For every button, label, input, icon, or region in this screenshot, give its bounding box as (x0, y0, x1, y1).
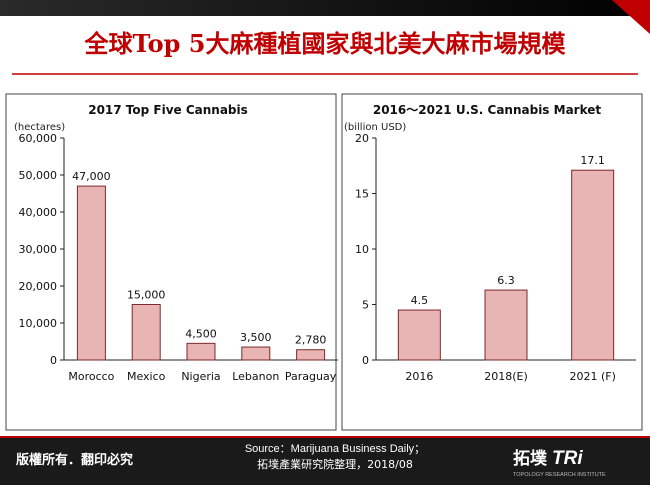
y-tick-label: 0 (50, 354, 57, 367)
footer-bar (0, 436, 650, 485)
bar-value-label: 4.5 (411, 294, 429, 307)
x-tick-label: 2021 (F) (569, 370, 615, 383)
bar (571, 169, 615, 361)
x-tick-label: Lebanon (232, 370, 279, 383)
y-tick-label: 30,000 (19, 243, 58, 256)
source-line-2: 拓墣產業研究院整理，2018/08 (257, 457, 413, 471)
x-tick-label: Paraguay (285, 370, 337, 383)
chart-title: 2016～2021 U.S. Cannabis Market (373, 103, 602, 117)
tri-logo: 拓墣 TRi TOPOLOGY RESEARCH INSTITUTE (513, 448, 606, 478)
y-tick-label: 20,000 (19, 280, 58, 293)
corner-accent (612, 0, 650, 34)
chart-title: 2017 Top Five Cannabis (88, 103, 248, 117)
y-tick-label: 10 (355, 243, 369, 256)
bar (131, 304, 161, 361)
y-tick-label: 15 (355, 188, 369, 201)
bar (76, 185, 106, 361)
y-tick-label: 20 (355, 132, 369, 145)
y-tick-label: 50,000 (19, 169, 58, 182)
copyright-text: 版權所有．翻印必究 (16, 452, 133, 468)
chart-panel-border (5, 93, 337, 431)
y-axis-unit-label: (hectares) (14, 122, 65, 133)
bar-value-label: 2,780 (295, 334, 327, 347)
logo-chinese: 拓墣 (513, 449, 547, 469)
y-axis-unit-label: (billion USD) (344, 122, 406, 133)
bar-value-label: 17.1 (580, 154, 605, 167)
top-bar (0, 0, 650, 16)
bar (186, 342, 216, 361)
bar-value-label: 4,500 (185, 327, 217, 340)
bar-value-label: 3,500 (240, 331, 272, 344)
bar (484, 289, 528, 361)
x-tick-label: Morocco (68, 370, 114, 383)
bar-value-label: 47,000 (72, 170, 111, 183)
bar-value-label: 6.3 (497, 274, 515, 287)
source-line-1: Source：Marijuana Business Daily； (245, 443, 425, 455)
x-tick-label: Mexico (127, 370, 166, 383)
chart-us-cannabis-market: 2016～2021 U.S. Cannabis Market (billion U… (341, 93, 643, 431)
x-tick-label: Nigeria (181, 370, 220, 383)
bar (241, 346, 271, 361)
x-tick-label: 2018(E) (484, 370, 528, 383)
bar (397, 309, 441, 361)
logo-tri: TRi (552, 448, 583, 469)
bar-value-label: 15,000 (127, 289, 166, 302)
y-tick-label: 60,000 (19, 132, 58, 145)
logo-subtitle: TOPOLOGY RESEARCH INSTITUTE (513, 472, 606, 478)
y-tick-label: 0 (362, 354, 369, 367)
x-tick-label: 2016 (405, 370, 433, 383)
slide-title: 全球Top 5大麻種植國家與北美大麻市場規模 (84, 29, 567, 58)
y-tick-label: 40,000 (19, 206, 58, 219)
y-tick-label: 5 (362, 299, 369, 312)
chart-top-five-cannabis: 2017 Top Five Cannabis (hectares) 0 10,000 2… (5, 93, 338, 431)
bar (296, 349, 326, 361)
footer-accent-line (0, 436, 650, 438)
y-tick-label: 10,000 (19, 317, 58, 330)
